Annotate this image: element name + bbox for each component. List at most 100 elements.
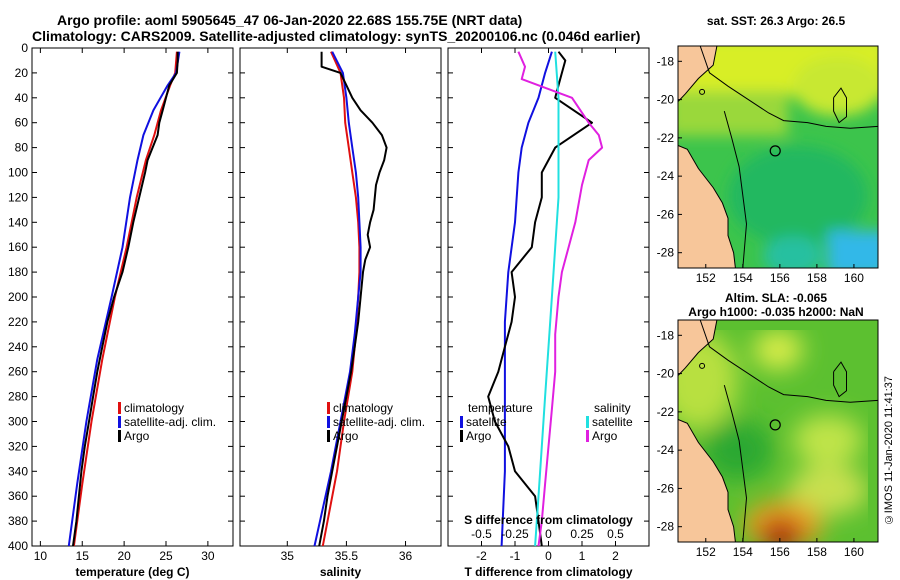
slope-contour [723, 384, 748, 542]
land-mainland [678, 418, 736, 542]
differences-s-axis-label: S difference from climatology [464, 513, 633, 527]
salinity-series-satellite-adj-clim [313, 51, 362, 547]
sla_map-field [678, 320, 878, 542]
sla_map-lat-label: -22 [657, 405, 675, 419]
salinity-legend-climatology: climatology [333, 401, 393, 415]
salinity-plot-frame [239, 47, 442, 547]
differences-series-salinity-argo [517, 51, 604, 547]
sst_map-frame [677, 45, 879, 269]
bathymetry-contour [699, 320, 878, 403]
depth-tick-label: 40 [15, 91, 29, 105]
temperature-panel: 0 20 40 60 80 100 120 140 160 180 200 220 240 260 280 3… [8, 41, 234, 579]
temperature-xtick-label: 20 [117, 549, 131, 563]
depth-tick-label: 340 [8, 464, 28, 478]
sst_map-field [678, 46, 878, 268]
depth-tick-label: 180 [8, 265, 28, 279]
depth-tick-label: 60 [15, 116, 29, 130]
differences-xtick-label: 2 [612, 549, 619, 563]
island-marker [699, 88, 706, 95]
sst_map-lat-label: -18 [657, 54, 675, 68]
sla_map-lat-label: -18 [657, 328, 675, 342]
figure-title-line-2: Climatology: CARS2009. Satellite-adjuste… [32, 28, 641, 44]
legend-salinity-swatch [586, 430, 589, 442]
sla_map-frame [677, 319, 879, 543]
sst_map-lat-label: -26 [657, 207, 675, 221]
legend-salinity-title: salinity [594, 401, 631, 415]
depth-tick-label: 0 [21, 41, 28, 55]
salinity-legend-satellite-adj-clim: satellite-adj. clim. [333, 415, 425, 429]
legend-temperature-title: temperature [468, 401, 533, 415]
sla-low-center [703, 420, 773, 480]
legend-temperature-swatch [460, 430, 463, 442]
salinity-legend-swatch [327, 416, 330, 428]
differences-s-tick-label: 0.5 [607, 527, 624, 541]
salinity-xtick-label: 35.5 [335, 549, 359, 563]
sst_map-lon-label: 160 [844, 271, 864, 285]
depth-tick-label: 260 [8, 365, 28, 379]
legend-salinity-argo: Argo [592, 429, 618, 443]
legend-salinity-satellite: satellite [592, 415, 633, 429]
depth-tick-label: 240 [8, 340, 28, 354]
sst_map-lat-label: -24 [657, 169, 675, 183]
temperature-legend-swatch [118, 416, 121, 428]
sst-map-panel: sat. SST: 26.3 Argo: 26.5 152 154 156 158 160… [657, 14, 879, 285]
sst-warm-patch [793, 56, 878, 116]
differences-xtick-label: -2 [476, 549, 487, 563]
sla_map-lon-label: 156 [770, 545, 790, 559]
temperature-legend-climatology: climatology [124, 401, 184, 415]
legend-temperature-swatch [460, 416, 463, 428]
depth-tick-label: 280 [8, 390, 28, 404]
depth-tick-label: 400 [8, 539, 28, 553]
reef-contour [833, 87, 847, 124]
island-marker [699, 362, 706, 369]
sst_map-lon-label: 152 [696, 271, 716, 285]
temperature-xtick-label: 15 [76, 549, 90, 563]
temperature-legend-argo: Argo [124, 429, 150, 443]
depth-tick-label: 380 [8, 514, 28, 528]
sla-high-south [788, 465, 868, 515]
sla-eddy-core [759, 519, 803, 542]
salinity-series-climatology [321, 51, 361, 547]
salinity-legend-swatch [327, 402, 330, 414]
depth-tick-label: 100 [8, 166, 28, 180]
legend-temperature-satellite: satellite [466, 415, 507, 429]
sst-cool-patch [728, 146, 868, 246]
difference-panel: -2 -1 0 1 2 T difference from climatology -0.5… [447, 47, 650, 579]
legend-temperature-argo: Argo [466, 429, 492, 443]
temperature-legend-swatch [118, 402, 121, 414]
sst_map-lon-label: 156 [770, 271, 790, 285]
sla_map-lon-label: 158 [807, 545, 827, 559]
copyright-credit: ©IMOS 11-Jan-2020 11:41:37 [883, 376, 895, 526]
temperature-series-argo [72, 51, 179, 547]
sla-high-east [793, 415, 863, 465]
differences-s-tick-label: -0.25 [501, 527, 529, 541]
sst-teal-patch [763, 236, 823, 268]
sst_map-lat-label: -28 [657, 246, 675, 260]
salinity-axis-label: salinity [320, 565, 362, 579]
depth-tick-label: 140 [8, 215, 28, 229]
temperature-axis-label: temperature (deg C) [75, 565, 189, 579]
depth-tick-label: 120 [8, 190, 28, 204]
legend-salinity-swatch [586, 416, 589, 428]
salinity-xtick-label: 36 [399, 549, 413, 563]
differences-xtick-label: 1 [579, 549, 586, 563]
temperature-legend-satellite-adj-clim: satellite-adj. clim. [124, 415, 216, 429]
sla_map-argo-position-marker [769, 419, 781, 431]
differences-s-tick-label: 0.25 [570, 527, 594, 541]
figure-title-line-1: Argo profile: aoml 5905645_47 06-Jan-202… [57, 12, 523, 28]
sst-cold-patch [828, 231, 878, 268]
differences-s-tick-label: 0 [545, 527, 552, 541]
sla-map-title: Altim. SLA: -0.065 [725, 291, 827, 305]
sst_map-lon-label: 158 [807, 271, 827, 285]
sla_map-lat-label: -24 [657, 443, 675, 457]
sst_map-argo-position-marker [769, 145, 781, 157]
salinity-legend-argo: Argo [333, 429, 359, 443]
depth-tick-label: 200 [8, 290, 28, 304]
sla_map-lat-label: -26 [657, 481, 675, 495]
sla-high-north [753, 330, 803, 370]
sla_map-lon-label: 160 [844, 545, 864, 559]
depth-tick-label: 20 [15, 66, 29, 80]
temperature-xtick-label: 30 [201, 549, 215, 563]
